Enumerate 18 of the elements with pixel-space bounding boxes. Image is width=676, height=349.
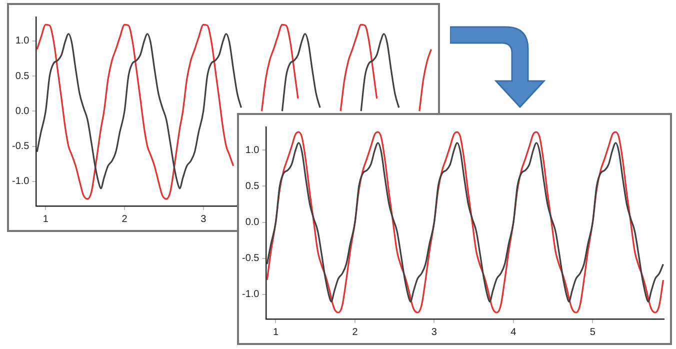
x-tick-label: 1	[42, 214, 49, 225]
x-tick-label: 4	[510, 326, 517, 338]
y-tick-label: -0.5	[242, 253, 260, 264]
y-tick-label: 0.5	[15, 70, 30, 82]
y-tick-label: 0.5	[245, 180, 260, 192]
x-tick-label: 5	[590, 326, 596, 338]
x-tick-label: 3	[431, 326, 438, 338]
y-tick-label: 0.0	[15, 106, 30, 117]
x-tick-label: 1	[272, 326, 279, 338]
y-tick-label: -1.0	[12, 176, 30, 188]
y-tick-label: 0.0	[245, 217, 260, 228]
y-tick-label: -0.5	[12, 141, 30, 152]
x-tick-label: 3	[200, 214, 207, 225]
x-tick-label: 2	[352, 326, 358, 338]
y-tick-label: 1.0	[245, 144, 260, 156]
x-tick-label: 2	[122, 214, 128, 225]
y-tick-label: -1.0	[242, 289, 260, 300]
y-tick-label: 1.0	[15, 36, 30, 47]
